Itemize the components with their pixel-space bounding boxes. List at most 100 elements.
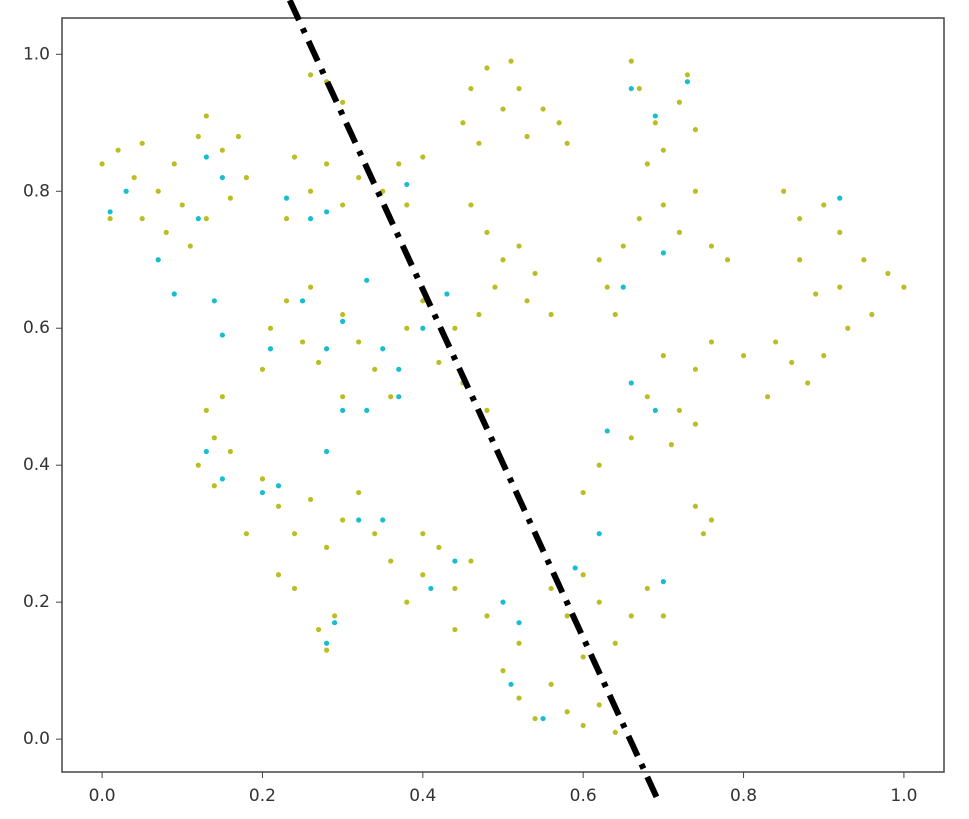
- point: [171, 161, 177, 167]
- point: [901, 284, 907, 290]
- point: [556, 120, 562, 126]
- point: [452, 558, 458, 564]
- point: [291, 531, 298, 537]
- y-tick-label: 0.4: [23, 455, 50, 475]
- point: [660, 579, 666, 585]
- y-tick-label: 0.6: [23, 318, 50, 338]
- point: [356, 517, 362, 523]
- point: [468, 558, 474, 564]
- point: [516, 85, 522, 92]
- point: [259, 476, 266, 482]
- point: [476, 140, 482, 146]
- point: [219, 174, 225, 181]
- point: [813, 291, 819, 297]
- point: [139, 140, 145, 146]
- point: [275, 503, 282, 509]
- point: [356, 339, 362, 345]
- point: [516, 243, 522, 249]
- point: [460, 120, 466, 126]
- point: [652, 120, 658, 126]
- y-tick-label: 0.2: [23, 592, 50, 612]
- point: [388, 558, 394, 564]
- point: [805, 380, 811, 386]
- point: [340, 202, 346, 208]
- point: [644, 394, 650, 400]
- point: [668, 442, 674, 448]
- point: [476, 311, 482, 318]
- point: [564, 709, 570, 715]
- point: [315, 359, 322, 366]
- point: [139, 216, 145, 222]
- point: [540, 106, 546, 112]
- point: [404, 181, 410, 188]
- point: [620, 284, 626, 290]
- x-tick-label: 0.8: [730, 786, 757, 806]
- point: [781, 188, 787, 194]
- point: [644, 585, 650, 592]
- point: [773, 339, 779, 345]
- point: [243, 531, 250, 537]
- point: [267, 346, 274, 352]
- point: [291, 585, 298, 592]
- point: [203, 216, 209, 222]
- point: [324, 346, 330, 352]
- point: [508, 681, 514, 687]
- point: [163, 229, 169, 235]
- point: [324, 640, 330, 646]
- point: [307, 284, 314, 290]
- point: [267, 325, 274, 331]
- point: [307, 72, 314, 78]
- point: [380, 517, 386, 523]
- point: [115, 147, 121, 153]
- point: [684, 72, 691, 78]
- point: [572, 565, 578, 571]
- point: [324, 161, 330, 167]
- point: [765, 394, 771, 400]
- point: [275, 483, 282, 489]
- point: [652, 113, 658, 119]
- point: [532, 270, 538, 277]
- point: [123, 188, 129, 194]
- point: [324, 448, 330, 455]
- point: [436, 359, 442, 366]
- point: [211, 298, 217, 304]
- point: [612, 311, 618, 318]
- point: [596, 702, 602, 708]
- point: [364, 407, 370, 414]
- x-tick-label: 0.6: [570, 786, 597, 806]
- point: [676, 229, 683, 235]
- point: [548, 681, 554, 687]
- point: [219, 476, 225, 482]
- point: [340, 394, 346, 400]
- point: [564, 140, 570, 146]
- point: [692, 503, 699, 509]
- point: [508, 58, 514, 64]
- point: [307, 496, 314, 503]
- point: [596, 599, 602, 605]
- point: [580, 722, 586, 729]
- point: [548, 585, 554, 592]
- point: [724, 257, 731, 263]
- y-tick-label: 1.0: [23, 44, 50, 64]
- point: [500, 599, 506, 605]
- point: [821, 202, 827, 208]
- point: [468, 85, 474, 92]
- point: [243, 174, 250, 181]
- point: [203, 154, 209, 160]
- axes-frame: [61, 17, 945, 773]
- point: [340, 311, 346, 318]
- point: [420, 154, 426, 160]
- point: [692, 188, 699, 194]
- x-tick-label: 0.4: [409, 786, 436, 806]
- point: [660, 353, 666, 359]
- point: [444, 291, 450, 297]
- point: [275, 572, 282, 578]
- point: [596, 462, 602, 468]
- point: [612, 729, 618, 735]
- point: [580, 489, 586, 496]
- point: [171, 291, 177, 297]
- point: [708, 517, 715, 523]
- point: [620, 243, 626, 249]
- point: [155, 188, 161, 194]
